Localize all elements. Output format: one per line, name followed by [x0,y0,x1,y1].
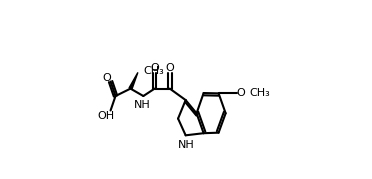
Text: CH₃: CH₃ [249,88,270,98]
Text: O: O [103,73,112,83]
Text: O: O [166,63,174,73]
Polygon shape [129,72,138,89]
Text: CH₃: CH₃ [144,66,164,76]
Text: NH: NH [178,140,195,150]
Text: NH: NH [134,100,151,110]
Text: OH: OH [97,111,115,121]
Text: O: O [150,63,159,73]
Text: O: O [236,88,245,98]
